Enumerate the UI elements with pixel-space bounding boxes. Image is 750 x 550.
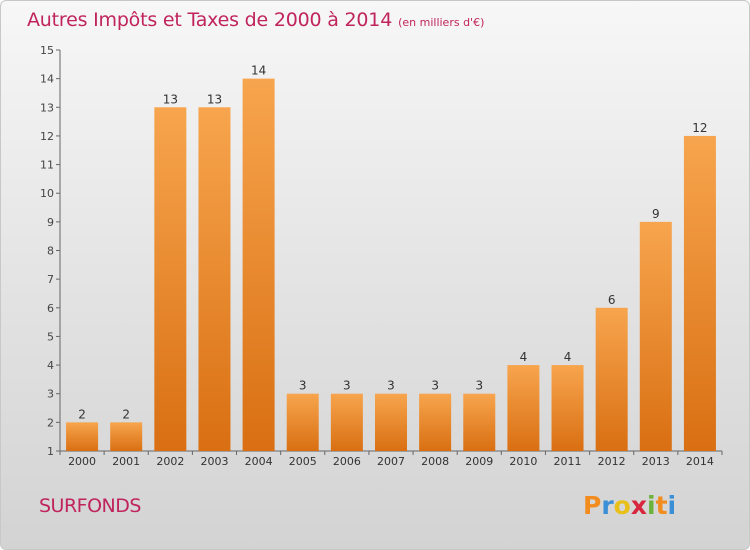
proxiti-logo: Proxiti bbox=[583, 491, 676, 520]
bar bbox=[551, 365, 584, 451]
y-tick-label: 1 bbox=[47, 445, 54, 458]
bar-value-label: 3 bbox=[475, 379, 483, 393]
y-tick-label: 2 bbox=[47, 416, 54, 429]
bar bbox=[375, 393, 407, 451]
bar bbox=[419, 393, 452, 451]
bar bbox=[66, 422, 99, 451]
logo-letter: x bbox=[630, 491, 647, 520]
y-tick-label: 8 bbox=[47, 245, 54, 258]
bar-value-label: 3 bbox=[299, 379, 307, 393]
chart-title: Autres Impôts et Taxes de 2000 à 2014 bbox=[27, 9, 393, 31]
y-tick-label: 11 bbox=[40, 159, 54, 172]
x-tick-label: 2001 bbox=[112, 455, 140, 468]
bar bbox=[242, 78, 275, 452]
y-tick-label: 5 bbox=[47, 330, 54, 343]
y-tick-label: 12 bbox=[40, 130, 54, 143]
bar bbox=[507, 365, 540, 451]
logo-letter: i bbox=[667, 491, 677, 520]
bar bbox=[595, 307, 628, 451]
x-tick-label: 2000 bbox=[68, 455, 96, 468]
bar-value-label: 9 bbox=[652, 207, 660, 221]
x-tick-label: 2003 bbox=[200, 455, 228, 468]
bar-value-label: 3 bbox=[387, 379, 395, 393]
bar-value-label: 4 bbox=[520, 350, 528, 364]
x-tick-label: 2002 bbox=[156, 455, 184, 468]
y-tick-label: 4 bbox=[47, 359, 54, 372]
y-tick-label: 13 bbox=[40, 101, 54, 114]
logo-letter: t bbox=[655, 491, 668, 520]
bar-value-label: 2 bbox=[122, 407, 130, 421]
logo-letter: i bbox=[647, 491, 656, 520]
x-tick-label: 2014 bbox=[686, 455, 714, 468]
y-tick-label: 9 bbox=[47, 216, 54, 229]
y-tick-label: 14 bbox=[40, 73, 54, 86]
x-tick-label: 2005 bbox=[289, 455, 317, 468]
bar-value-label: 3 bbox=[431, 379, 439, 393]
y-tick-label: 6 bbox=[47, 302, 54, 315]
x-tick-label: 2011 bbox=[554, 455, 582, 468]
x-tick-label: 2007 bbox=[377, 455, 405, 468]
logo-letter: o bbox=[613, 491, 631, 520]
bar-value-label: 3 bbox=[343, 379, 351, 393]
x-tick-label: 2009 bbox=[465, 455, 493, 468]
bar bbox=[463, 393, 496, 451]
bar bbox=[683, 135, 716, 451]
bar bbox=[110, 422, 143, 451]
x-tick-label: 2008 bbox=[421, 455, 449, 468]
y-tick-label: 7 bbox=[47, 273, 54, 286]
bar bbox=[154, 107, 187, 452]
chart-title-block: Autres Impôts et Taxes de 2000 à 2014 (en… bbox=[27, 9, 484, 31]
bar bbox=[286, 393, 319, 451]
x-tick-label: 2006 bbox=[333, 455, 361, 468]
y-tick-label: 15 bbox=[40, 44, 54, 57]
bar bbox=[330, 393, 363, 451]
x-tick-label: 2012 bbox=[598, 455, 626, 468]
x-tick-label: 2010 bbox=[509, 455, 537, 468]
bars bbox=[66, 78, 716, 452]
x-tick-label: 2013 bbox=[642, 455, 670, 468]
y-tick-label: 3 bbox=[47, 388, 54, 401]
bar bbox=[639, 221, 672, 451]
y-tick-label: 10 bbox=[40, 187, 54, 200]
logo-letter: r bbox=[601, 491, 614, 520]
bar-value-label: 6 bbox=[608, 293, 616, 307]
bar-value-label: 13 bbox=[163, 92, 178, 106]
commune-name: SURFONDS bbox=[39, 495, 141, 517]
bar-value-label: 2 bbox=[78, 407, 86, 421]
x-tick-label: 2004 bbox=[245, 455, 273, 468]
bar-value-label: 4 bbox=[564, 350, 572, 364]
logo-letter: P bbox=[583, 491, 602, 520]
bar bbox=[198, 107, 231, 452]
labels: 2 2000 2 2001 13 2002 13 2003 14 2004 3 2005 3 2006 3 2… bbox=[68, 64, 714, 468]
bar-value-label: 14 bbox=[251, 64, 266, 78]
bar-value-label: 13 bbox=[207, 92, 222, 106]
chart-subtitle: (en milliers d'€) bbox=[398, 16, 485, 29]
bar-value-label: 12 bbox=[692, 121, 707, 135]
